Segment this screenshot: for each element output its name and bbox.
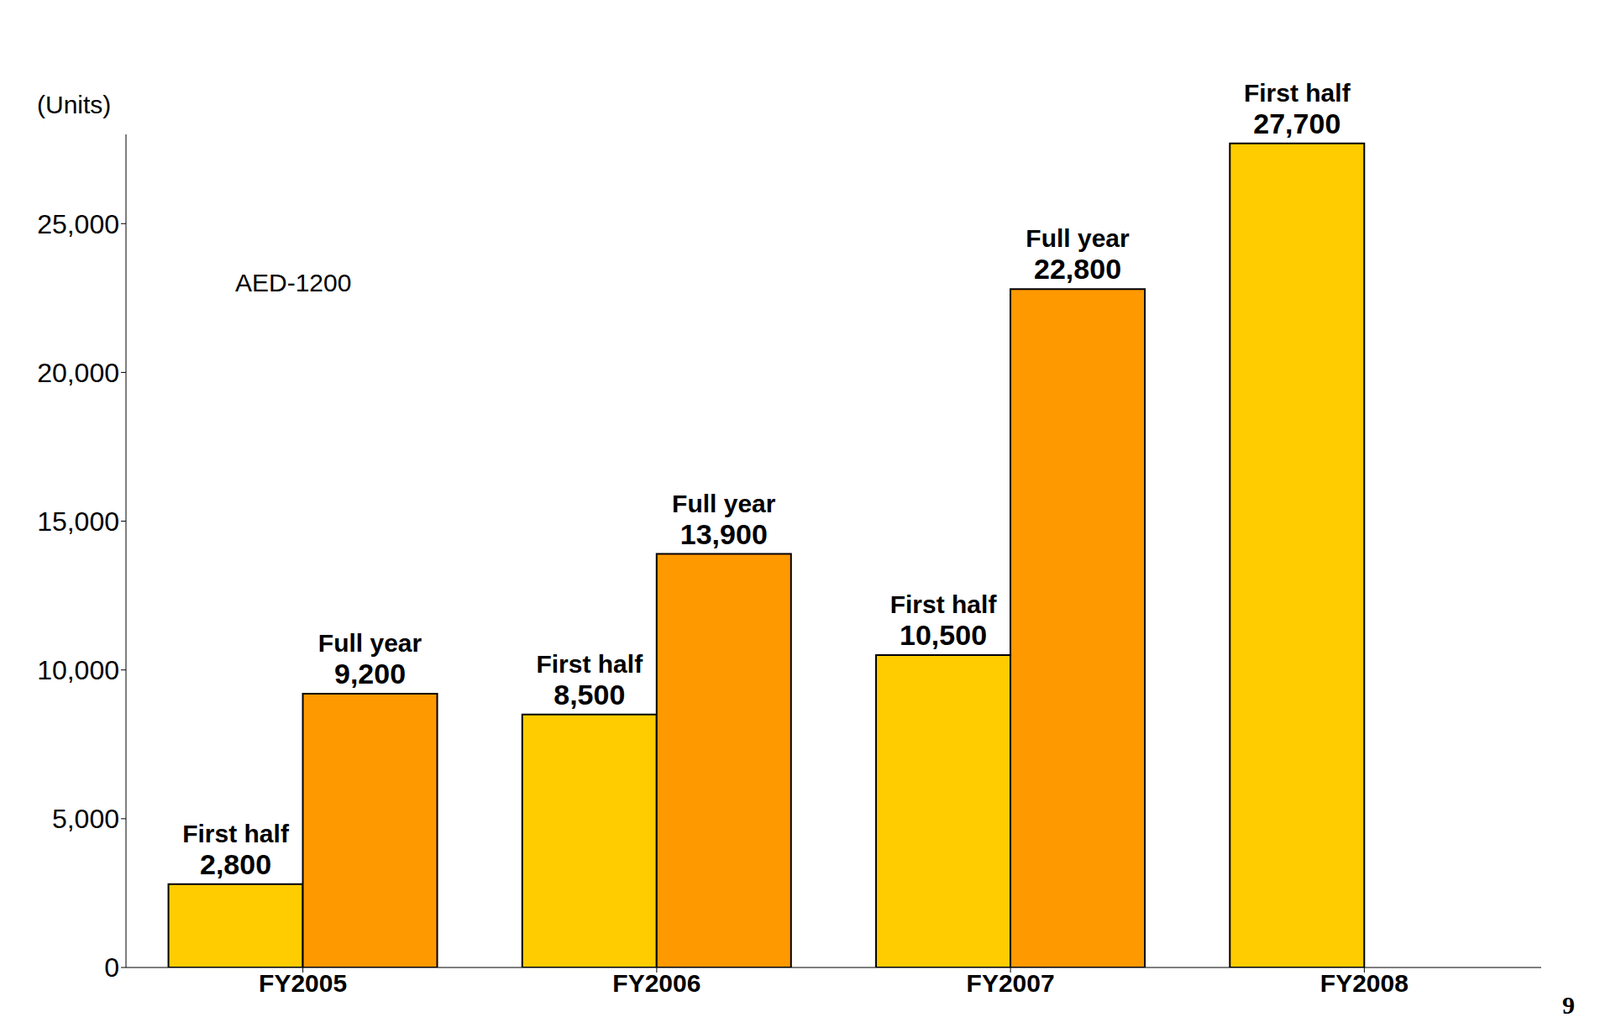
svg-text:FY2005: FY2005 — [258, 969, 347, 997]
svg-text:FY2008: FY2008 — [1320, 969, 1409, 997]
svg-text:13,900: 13,900 — [680, 518, 768, 551]
svg-text:Full year: Full year — [671, 489, 777, 518]
svg-text:10,500: 10,500 — [899, 619, 987, 651]
svg-text:27,700: 27,700 — [1253, 107, 1341, 140]
svg-text:15,000: 15,000 — [36, 506, 120, 537]
svg-text:0: 0 — [104, 952, 120, 983]
svg-text:2,800: 2,800 — [199, 848, 272, 881]
svg-text:22,800: 22,800 — [1033, 252, 1122, 285]
svg-text:25,000: 25,000 — [36, 209, 120, 240]
svg-text:First half: First half — [535, 650, 644, 678]
svg-text:FY2007: FY2007 — [966, 969, 1055, 997]
html-text:9: 9 — [1562, 991, 1575, 1019]
svg-text:Full year: Full year — [318, 629, 423, 657]
svg-text:20,000: 20,000 — [36, 357, 120, 389]
svg-text:First half: First half — [890, 590, 998, 619]
svg-text:FY2006: FY2006 — [612, 969, 701, 997]
html-text:AED-1200: AED-1200 — [235, 268, 352, 297]
html-text:(Units): (Units) — [36, 90, 112, 119]
svg-text:5,000: 5,000 — [52, 803, 120, 835]
svg-text:10,000: 10,000 — [36, 655, 120, 686]
svg-text:8,500: 8,500 — [553, 678, 625, 711]
svg-text:Full year: Full year — [1025, 224, 1130, 252]
svg-text:9,200: 9,200 — [334, 657, 406, 690]
svg-text:First half: First half — [1243, 78, 1352, 107]
svg-text:First half: First half — [182, 819, 290, 848]
